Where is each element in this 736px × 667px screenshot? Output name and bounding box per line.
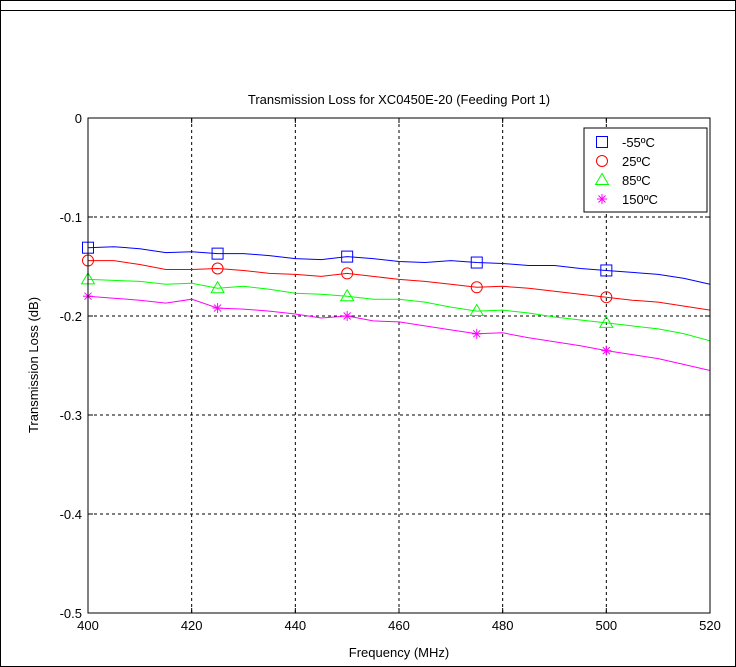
x-tick-label: 460: [388, 618, 410, 633]
series-marker-0: [341, 250, 354, 263]
series-line-1: [88, 260, 711, 311]
chart-title: Transmission Loss for XC0450E-20 (Feedin…: [248, 92, 550, 107]
legend-box: [583, 127, 708, 213]
legend-label-3: 150ºC: [622, 192, 658, 207]
plot-series: [80, 241, 711, 371]
series-marker-3: [342, 311, 353, 321]
x-tick-label: 420: [181, 618, 203, 633]
x-tick-label: 500: [595, 618, 617, 633]
legend-label-0: -55ºC: [622, 135, 655, 150]
series-marker-0: [211, 247, 224, 260]
x-axis: 400 420 440 460 480 500 520: [77, 118, 721, 633]
y-axis: 0 -0.1 -0.2 -0.3 -0.4 -0.5: [60, 111, 710, 621]
series-marker-3: [212, 303, 223, 314]
series-marker-2: [210, 280, 225, 294]
y-tick-label: 0: [75, 111, 82, 126]
legend-marker-0: [596, 136, 608, 148]
y-axis-label: Transmission Loss (dB): [26, 297, 41, 433]
series-line-2: [87, 278, 711, 342]
series-line-0: [87, 246, 711, 285]
series-marker-1: [600, 291, 613, 304]
legend-marker-3: [597, 194, 607, 204]
x-tick-label: 400: [77, 618, 99, 633]
y-tick-label: -0.2: [60, 309, 82, 324]
legend-label-1: 25ºC: [622, 154, 651, 169]
series-marker-1: [211, 262, 224, 275]
legend-label-2: 85ºC: [622, 173, 651, 188]
series-marker-3: [471, 328, 482, 339]
frame-divider: [0, 10, 736, 11]
series-marker-2: [598, 315, 614, 328]
y-tick-label: -0.3: [60, 408, 82, 423]
series-marker-2: [339, 288, 355, 302]
legend: -55ºC 25ºC 85ºC 150ºC: [583, 127, 708, 213]
x-axis-label: Frequency (MHz): [349, 645, 449, 660]
series-marker-0: [600, 264, 613, 277]
series-marker-1: [470, 281, 483, 294]
series-marker-3: [601, 345, 612, 356]
x-tick-label: 520: [699, 618, 721, 633]
legend-marker-1: [596, 155, 608, 167]
x-tick-label: 480: [492, 618, 514, 633]
series-marker-1: [341, 267, 354, 280]
series-marker-2: [469, 303, 485, 317]
y-tick-label: -0.4: [60, 507, 82, 522]
series-marker-0: [470, 256, 483, 269]
legend-marker-2: [594, 172, 610, 185]
x-tick-label: 440: [284, 618, 306, 633]
y-tick-label: -0.5: [60, 606, 82, 621]
y-tick-label: -0.1: [60, 210, 82, 225]
